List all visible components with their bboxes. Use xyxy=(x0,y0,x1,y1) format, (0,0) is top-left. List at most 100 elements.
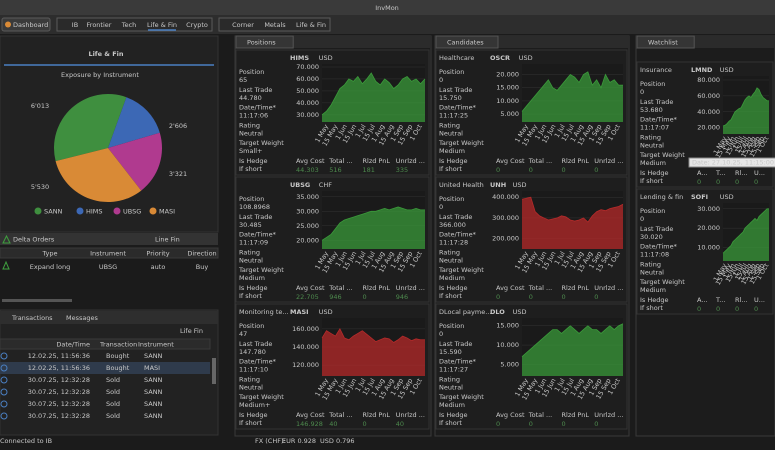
chart-title[interactable]: Exposure by Instrument xyxy=(61,71,139,79)
field-label: Date/Time* xyxy=(439,358,477,366)
tab[interactable]: Transactions xyxy=(11,314,53,322)
cell: Sold xyxy=(106,400,120,408)
field-label: Is Hedge xyxy=(439,411,468,419)
stat-value: 0 xyxy=(594,166,598,174)
field-label: Target Weight xyxy=(238,393,284,401)
link[interactable]: Line Fin xyxy=(155,236,180,244)
tab[interactable]: Crypto xyxy=(186,21,208,29)
currency: USD xyxy=(720,66,734,74)
y-tick-label: 10.000 xyxy=(496,341,519,349)
y-tick-label: 80.000 xyxy=(697,76,720,84)
panel-title[interactable]: Positions xyxy=(247,39,276,47)
stat-label: Unrlzd ... xyxy=(396,157,425,165)
table-header xyxy=(0,247,219,259)
dashboard-label[interactable]: Dashboard xyxy=(13,21,48,29)
panel-title[interactable]: Life & Fin xyxy=(88,50,123,58)
group-tab[interactable]: Corner xyxy=(232,21,254,29)
stat-value: 516 xyxy=(329,166,341,174)
fx-value: EUR 0.928 xyxy=(282,437,316,445)
y-tick-label: 20.000 xyxy=(296,236,319,244)
price-area xyxy=(522,197,623,249)
y-tick-label: 200.000 xyxy=(492,235,519,243)
sector: United Health xyxy=(439,181,484,189)
price-area xyxy=(322,72,425,122)
selected-row xyxy=(0,362,210,374)
dashboard-button[interactable] xyxy=(1,17,51,32)
y-tick-label: 70.000 xyxy=(296,63,319,71)
field-value: If short xyxy=(640,304,663,312)
stat-value: 0 xyxy=(697,305,701,313)
ticker: HIMS xyxy=(290,54,309,62)
stat-value: 0 xyxy=(363,293,367,301)
field-label: Date/Time* xyxy=(239,104,277,112)
stat-label: T... xyxy=(715,296,725,304)
field-value: Neutral xyxy=(439,256,463,264)
status: Connected to IB xyxy=(0,437,52,445)
field-value: 15.750 xyxy=(439,94,462,102)
field-value: Neutral xyxy=(239,129,263,137)
field-value: 11:17:28 xyxy=(439,239,468,247)
group-tab[interactable]: Life & Fin xyxy=(296,21,326,29)
field-label: Position xyxy=(439,68,464,76)
row-icon xyxy=(0,388,8,396)
stat-value: 335 xyxy=(396,166,408,174)
tab[interactable]: Messages xyxy=(66,314,98,322)
y-tick-label: 5.000 xyxy=(500,110,519,118)
panel-tab xyxy=(435,35,499,49)
stat-label: Rlzd PnL xyxy=(562,411,590,419)
currency: USD xyxy=(720,193,734,201)
stat-value: 0 xyxy=(697,178,701,186)
price-line xyxy=(521,323,624,357)
link[interactable]: Life Fin xyxy=(180,327,203,335)
field-value: 11:17:25 xyxy=(439,112,468,120)
group-tab[interactable]: Metals xyxy=(264,21,286,29)
legend-label: SANN xyxy=(44,208,63,216)
window-title: InvMon xyxy=(375,4,399,12)
slice-label: 5'530 xyxy=(31,183,49,191)
slice-label: 2'606 xyxy=(169,122,187,130)
stat-label: Total ... xyxy=(328,157,352,165)
title-bar xyxy=(0,0,775,15)
field-value: If short xyxy=(640,177,663,185)
currency: USD xyxy=(513,181,527,189)
field-label: Date/Time* xyxy=(239,358,277,366)
tab[interactable]: Life & Fin xyxy=(147,21,177,29)
stat-value: 0 xyxy=(529,420,533,428)
column-header: Transaction xyxy=(99,341,137,349)
field-label: Is Hedge xyxy=(439,284,468,292)
field-label: Is Hedge xyxy=(640,296,669,304)
field-label: Last Trade xyxy=(640,225,673,233)
stat-value: 0 xyxy=(754,305,758,313)
cell: 30.07.25, 12:32:28 xyxy=(28,376,90,384)
stat-label: Total ... xyxy=(528,157,552,165)
cell: Expand long xyxy=(30,263,70,271)
tab[interactable]: Frontier xyxy=(87,21,112,29)
column-header: Direction xyxy=(187,250,216,258)
stat-value: 0 xyxy=(716,305,720,313)
y-tick-label: 10.000 xyxy=(496,97,519,105)
tooltip-text: Date: 27.10.25, 11:15:00 xyxy=(692,159,774,167)
stat-label: Unrlzd ... xyxy=(594,411,623,419)
field-label: Position xyxy=(439,195,464,203)
ticker: MASI xyxy=(290,308,309,316)
stat-value: 0 xyxy=(496,166,500,174)
panel-title[interactable]: Watchlist xyxy=(648,39,678,47)
tab[interactable]: Tech xyxy=(121,21,137,29)
stat-label: A... xyxy=(697,296,708,304)
y-tick-label: 50.000 xyxy=(296,87,319,95)
panel-title[interactable]: Candidates xyxy=(447,39,484,47)
ticker: UBSG xyxy=(290,181,310,189)
field-label: Date/Time* xyxy=(640,116,678,124)
cell: 30.07.25, 12:32:28 xyxy=(28,400,90,408)
field-value: 53.680 xyxy=(640,106,663,114)
field-value: Medium xyxy=(640,286,666,294)
stat-value: 0 xyxy=(529,166,533,174)
sector: Healthcare xyxy=(439,54,474,62)
field-value: Small+ xyxy=(239,147,263,155)
stat-value: 0 xyxy=(562,420,566,428)
ticker: UNH xyxy=(490,181,506,189)
tab[interactable]: IB xyxy=(72,21,78,29)
cell: Bought xyxy=(106,364,130,372)
stat-value: 0 xyxy=(529,293,533,301)
field-label: Position xyxy=(640,207,665,215)
